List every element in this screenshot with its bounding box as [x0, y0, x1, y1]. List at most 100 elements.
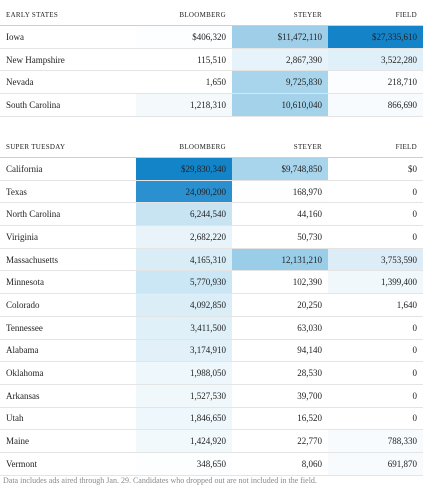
state-name-cell: Oklahoma — [0, 361, 136, 385]
steyer-value-cell: 9,725,830 — [232, 70, 328, 95]
state-name-cell: North Carolina — [0, 202, 136, 227]
table-row: Colorado 4,092,850 20,250 1,640 — [0, 293, 423, 317]
bloomberg-value-cell: 4,092,850 — [136, 293, 232, 317]
field-value-cell: 0 — [328, 202, 423, 227]
field-value-cell: 0 — [328, 180, 423, 204]
header-state: EARLY STATES — [0, 4, 136, 26]
table-row: North Carolina 6,244,540 44,160 0 — [0, 202, 423, 227]
state-name-cell: Viriginia — [0, 225, 136, 249]
state-name-cell: South Carolina — [0, 93, 136, 117]
field-value-cell: 3,522,280 — [328, 48, 423, 72]
super-tuesday-table: SUPER TUESDAY BLOOMBERG STEYER FIELD Cal… — [0, 136, 423, 476]
bloomberg-value-cell: 4,165,310 — [136, 248, 232, 272]
field-value-cell: 788,330 — [328, 429, 423, 453]
header-bloomberg: BLOOMBERG — [136, 136, 232, 158]
table-row: Viriginia 2,682,220 50,730 0 — [0, 225, 423, 249]
steyer-value-cell: 39,700 — [232, 384, 328, 408]
bloomberg-value-cell: 1,424,920 — [136, 429, 232, 453]
table-row: Arkansas 1,527,530 39,700 0 — [0, 384, 423, 408]
header-steyer: STEYER — [232, 4, 328, 26]
table-row: Vermont 348,650 8,060 691,870 — [0, 452, 423, 476]
state-name-cell: New Hampshire — [0, 48, 136, 72]
header-field: FIELD — [328, 136, 423, 158]
steyer-value-cell: 20,250 — [232, 293, 328, 317]
table-row: Maine 1,424,920 22,770 788,330 — [0, 429, 423, 453]
steyer-value-cell: 10,610,040 — [232, 93, 328, 117]
bloomberg-value-cell: 3,174,910 — [136, 339, 232, 363]
table-row: Massachusetts 4,165,310 12,131,210 3,753,59… — [0, 248, 423, 272]
field-value-cell: 866,690 — [328, 93, 423, 117]
state-name-cell: Utah — [0, 407, 136, 431]
table-row: Utah 1,846,650 16,520 0 — [0, 407, 423, 431]
field-value-cell: 0 — [328, 361, 423, 385]
table-row: South Carolina 1,218,310 10,610,040 866,690 — [0, 93, 423, 117]
state-name-cell: Iowa — [0, 25, 136, 49]
field-value-cell: $27,335,610 — [328, 25, 423, 49]
state-name-cell: Tennessee — [0, 316, 136, 340]
bloomberg-value-cell: 115,510 — [136, 48, 232, 72]
steyer-value-cell: 50,730 — [232, 225, 328, 249]
state-name-cell: Maine — [0, 429, 136, 453]
table-row: Tennessee 3,411,500 63,030 0 — [0, 316, 423, 340]
table-row: New Hampshire 115,510 2,867,390 3,522,280 — [0, 48, 423, 72]
state-name-cell: Colorado — [0, 293, 136, 317]
field-value-cell: 0 — [328, 225, 423, 249]
field-value-cell: 218,710 — [328, 70, 423, 95]
state-name-cell: Arkansas — [0, 384, 136, 408]
steyer-value-cell: 12,131,210 — [232, 248, 328, 272]
header-steyer: STEYER — [232, 136, 328, 158]
steyer-value-cell: 63,030 — [232, 316, 328, 340]
state-name-cell: Alabama — [0, 339, 136, 363]
bloomberg-value-cell: 3,411,500 — [136, 316, 232, 340]
field-value-cell: 0 — [328, 339, 423, 363]
footnote: Data includes ads aired through Jan. 29.… — [3, 476, 317, 485]
field-value-cell: $0 — [328, 157, 423, 181]
state-name-cell: Texas — [0, 180, 136, 204]
field-value-cell: 0 — [328, 316, 423, 340]
bloomberg-value-cell: 6,244,540 — [136, 202, 232, 227]
field-value-cell: 1,399,400 — [328, 270, 423, 295]
steyer-value-cell: 8,060 — [232, 452, 328, 476]
table-row: California $29,830,340 $9,748,850 $0 — [0, 157, 423, 181]
bloomberg-value-cell: $406,320 — [136, 25, 232, 49]
table-row: Oklahoma 1,988,050 28,530 0 — [0, 361, 423, 385]
state-name-cell: California — [0, 157, 136, 181]
table-header-row: EARLY STATES BLOOMBERG STEYER FIELD — [0, 4, 423, 26]
table-row: Minnesota 5,770,930 102,390 1,399,400 — [0, 270, 423, 295]
field-value-cell: 3,753,590 — [328, 248, 423, 272]
steyer-value-cell: 2,867,390 — [232, 48, 328, 72]
steyer-value-cell: 16,520 — [232, 407, 328, 431]
bloomberg-value-cell: 1,988,050 — [136, 361, 232, 385]
state-name-cell: Vermont — [0, 452, 136, 476]
steyer-value-cell: $9,748,850 — [232, 157, 328, 181]
bloomberg-value-cell: 2,682,220 — [136, 225, 232, 249]
field-value-cell: 1,640 — [328, 293, 423, 317]
steyer-value-cell: 94,140 — [232, 339, 328, 363]
steyer-value-cell: 44,160 — [232, 202, 328, 227]
field-value-cell: 0 — [328, 407, 423, 431]
table-row: Nevada 1,650 9,725,830 218,710 — [0, 70, 423, 95]
table-header-row: SUPER TUESDAY BLOOMBERG STEYER FIELD — [0, 136, 423, 158]
steyer-value-cell: 102,390 — [232, 270, 328, 295]
bloomberg-value-cell: 1,527,530 — [136, 384, 232, 408]
header-bloomberg: BLOOMBERG — [136, 4, 232, 26]
bloomberg-value-cell: 1,650 — [136, 70, 232, 95]
table-row: Texas 24,090,200 168,970 0 — [0, 180, 423, 204]
bloomberg-value-cell: 1,846,650 — [136, 407, 232, 431]
field-value-cell: 691,870 — [328, 452, 423, 476]
steyer-value-cell: 22,770 — [232, 429, 328, 453]
header-field: FIELD — [328, 4, 423, 26]
steyer-value-cell: 168,970 — [232, 180, 328, 204]
table-row: Alabama 3,174,910 94,140 0 — [0, 339, 423, 363]
steyer-value-cell: 28,530 — [232, 361, 328, 385]
state-name-cell: Nevada — [0, 70, 136, 95]
field-value-cell: 0 — [328, 384, 423, 408]
bloomberg-value-cell: 348,650 — [136, 452, 232, 476]
bloomberg-value-cell: 5,770,930 — [136, 270, 232, 295]
bloomberg-value-cell: 24,090,200 — [136, 180, 232, 204]
table-row: Iowa $406,320 $11,472,110 $27,335,610 — [0, 25, 423, 49]
bloomberg-value-cell: $29,830,340 — [136, 157, 232, 181]
state-name-cell: Minnesota — [0, 270, 136, 295]
bloomberg-value-cell: 1,218,310 — [136, 93, 232, 117]
early-states-table: EARLY STATES BLOOMBERG STEYER FIELD Iowa… — [0, 4, 423, 117]
